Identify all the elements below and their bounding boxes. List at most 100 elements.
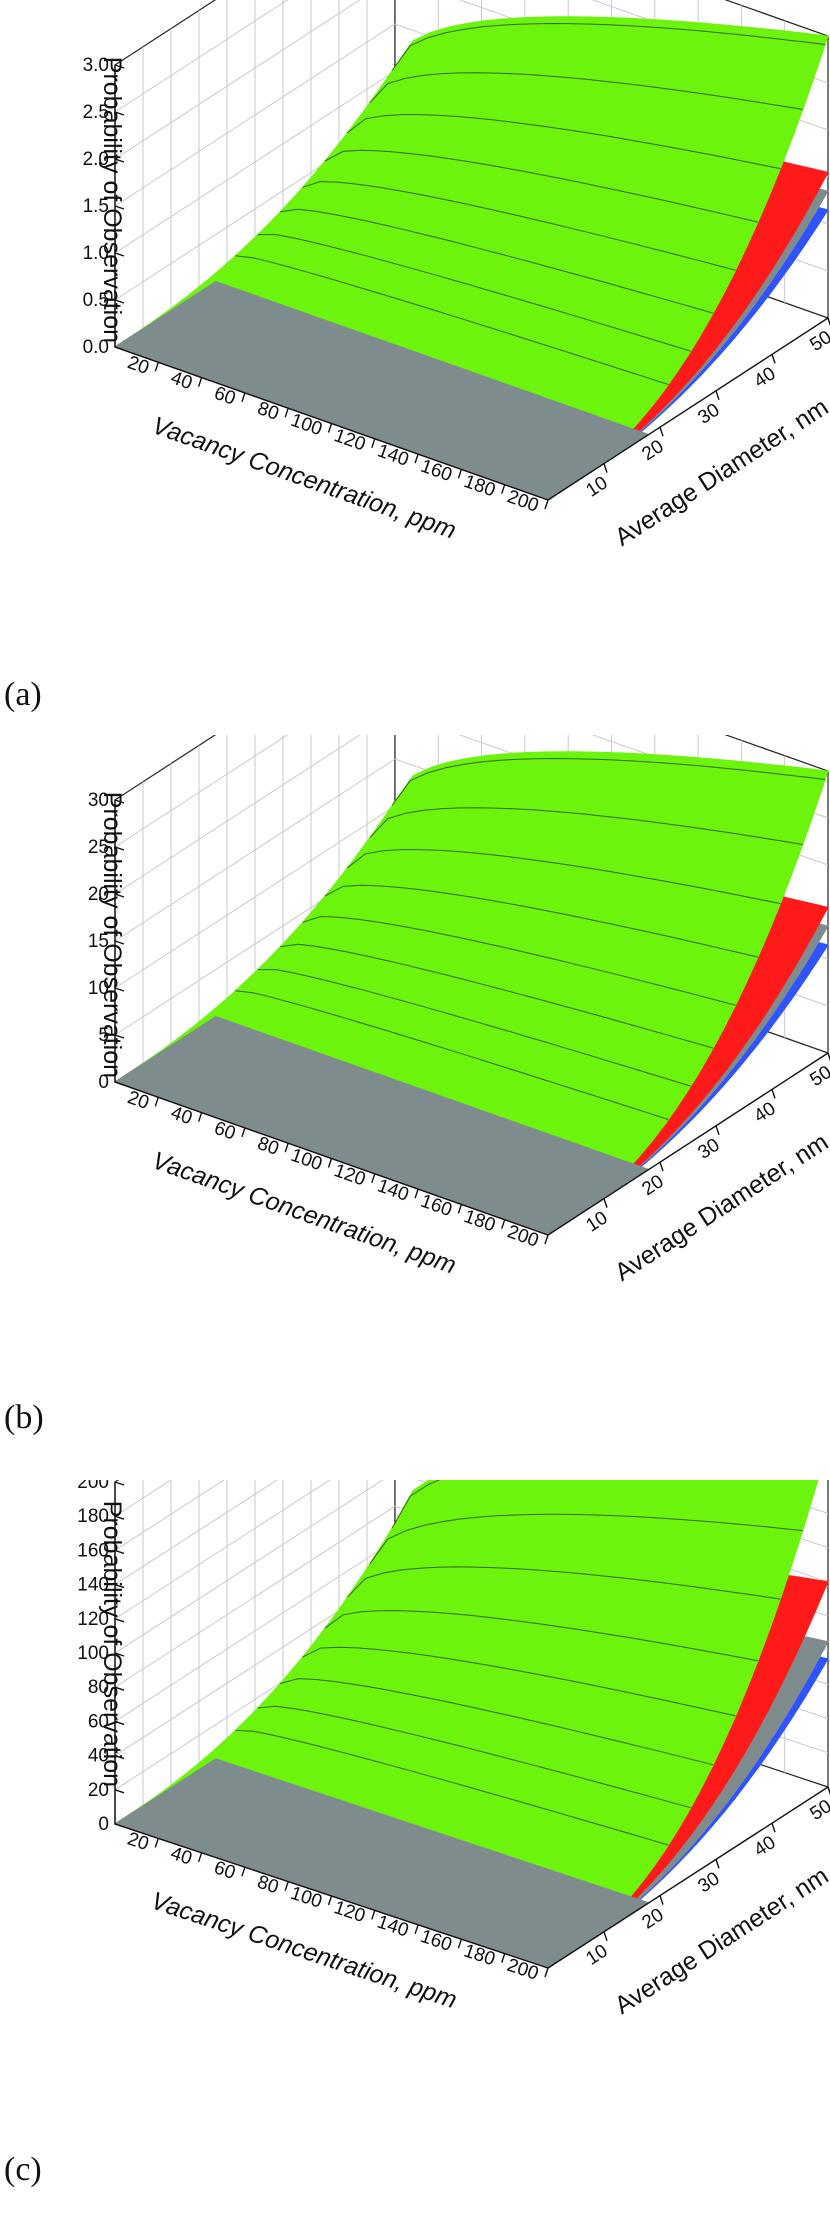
z-tick: [114, 1549, 125, 1555]
z-tick-label: 80: [88, 1677, 109, 1698]
z-tick-label: 25: [88, 837, 109, 858]
z-tick-label: 120: [77, 1609, 109, 1630]
y-axis-line: [547, 1786, 829, 1969]
z-tick-label: 200: [77, 1480, 109, 1493]
surface-contour-line: [369, 1513, 803, 1565]
z-tick: [114, 1034, 125, 1039]
y-tick-label: 20: [638, 436, 667, 465]
y-tick-label: 30: [694, 400, 723, 429]
surface-contour-line: [257, 234, 691, 352]
surface-contour-line: [391, 22, 826, 71]
x-tick: [241, 1127, 246, 1138]
z-tick-label: 20: [88, 1780, 109, 1801]
x-tick: [154, 1097, 159, 1107]
y-tick: [603, 463, 608, 473]
z-tick: [114, 1081, 125, 1086]
y-tick-label: 20: [638, 1904, 667, 1933]
surface-contour-line: [347, 114, 781, 170]
z-tick: [114, 346, 125, 351]
x-tick: [544, 1234, 549, 1245]
y-tick-label: 50: [806, 327, 830, 356]
z-gridline: [114, 1480, 829, 1551]
surface-contour-line: [347, 849, 781, 905]
z-tick: [114, 1652, 125, 1657]
x-tick: [197, 1852, 203, 1863]
surface-contour-line: [324, 1610, 759, 1662]
z-axis-label: Probability of Observation: [98, 792, 126, 1078]
y-tick: [771, 354, 776, 364]
surface-contour-line: [302, 180, 736, 271]
y-tick-label: 40: [750, 363, 779, 392]
z-tick: [114, 1720, 125, 1726]
surface-contour-line: [280, 208, 714, 314]
surface-contour-line: [324, 884, 759, 958]
z-tick-label: 60: [88, 1711, 109, 1732]
y-axis-line: [547, 1052, 829, 1236]
z-tick-label: 3.0: [83, 55, 109, 76]
surface-contour-line: [369, 72, 803, 110]
x-tick: [371, 1910, 376, 1920]
x-tick: [457, 1204, 463, 1214]
z-tick-label: 2.5: [83, 102, 109, 123]
z-tick: [114, 1618, 125, 1623]
z-tick-label: 1.5: [83, 196, 109, 217]
surface-contour-line: [302, 1646, 736, 1717]
z-tick-label: 0.0: [83, 337, 109, 358]
z-tick: [114, 1583, 125, 1589]
surface-contour-line: [235, 990, 669, 1120]
panel-label: (b): [4, 1399, 44, 1436]
z-tick-label: 0: [98, 1814, 109, 1835]
x-tick: [501, 1219, 506, 1229]
z-tick-label: 5: [98, 1025, 109, 1046]
z-tick: [114, 1686, 125, 1691]
y-tick: [771, 1089, 776, 1099]
surface-contour-line: [324, 149, 759, 223]
z-tick-label: 10: [88, 978, 109, 999]
z-tick-label: 2.0: [83, 149, 109, 170]
x-tick: [414, 1188, 419, 1199]
z-tick: [114, 1823, 125, 1828]
y-tick: [715, 1859, 720, 1869]
y-tick-label: 20: [638, 1171, 667, 1200]
z-axis-label: Probability of Observation: [98, 1501, 126, 1787]
z-axis-label: Probability of Observation: [98, 57, 126, 343]
panel-label: (c): [4, 2151, 42, 2188]
x-tick: [284, 1881, 289, 1891]
surface-contour-line: [280, 1678, 714, 1766]
z-tick-label: 20: [88, 884, 109, 905]
panel-label: (a): [4, 676, 42, 713]
z-tick: [114, 799, 125, 804]
z-tick-label: 0.5: [83, 290, 109, 311]
x-tick: [154, 1838, 159, 1848]
y-tick: [771, 1822, 776, 1833]
y-tick-label: 10: [582, 472, 611, 501]
z-tick: [114, 252, 125, 257]
y-tick: [715, 1125, 720, 1136]
x-tick: [371, 438, 376, 449]
y-tick-label: 40: [750, 1832, 779, 1861]
z-tick-label: 40: [88, 1746, 109, 1767]
x-tick: [284, 407, 289, 418]
x-tick: [457, 1938, 463, 1949]
z-tick: [114, 1754, 125, 1760]
surface-contour-line: [235, 1729, 669, 1846]
y-tick: [603, 1198, 608, 1208]
x-tick: [327, 423, 333, 433]
y-axis-line: [547, 317, 829, 501]
y-tick: [659, 1161, 664, 1172]
z-tick-label: 0: [98, 1072, 109, 1093]
z-tick: [114, 64, 125, 69]
y-tick-label: 30: [694, 1135, 723, 1164]
x-tick: [544, 1967, 549, 1978]
surface-contour-line: [280, 943, 714, 1049]
x-tick: [284, 1142, 289, 1153]
z-tick-label: 1.0: [83, 243, 109, 264]
x-tick: [327, 1158, 333, 1168]
z-tick: [114, 111, 125, 116]
x-tick: [414, 1924, 419, 1935]
z-tick: [114, 1515, 125, 1520]
